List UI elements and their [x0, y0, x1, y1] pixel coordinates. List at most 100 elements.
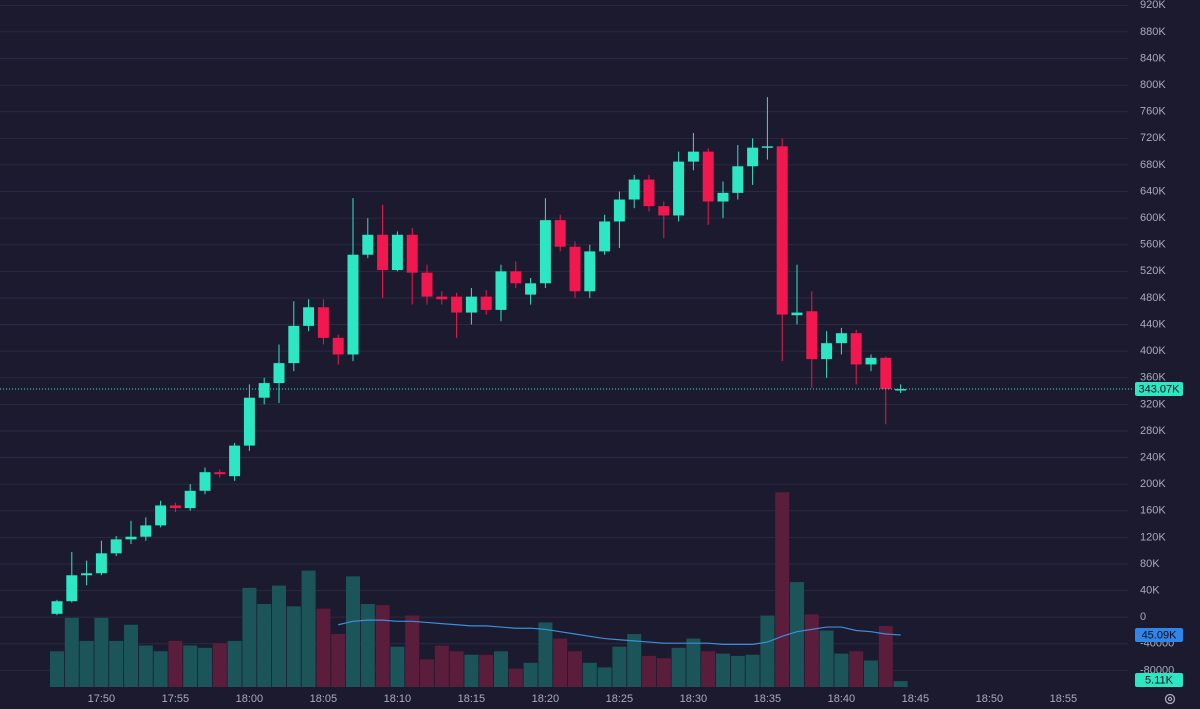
- volume-bar: [893, 681, 908, 687]
- volume-bar: [242, 587, 257, 687]
- candle: [732, 144, 744, 200]
- candle-body: [465, 296, 477, 313]
- x-tick-label: 17:50: [88, 693, 116, 705]
- candle-body: [673, 161, 685, 216]
- candle: [495, 264, 507, 322]
- volume-bar: [138, 645, 153, 687]
- y-tick-label: 800K: [1140, 79, 1166, 91]
- candle: [125, 520, 137, 545]
- candle-body: [421, 272, 433, 297]
- candle-body: [791, 312, 803, 316]
- candle-body: [850, 333, 862, 365]
- volume-bar: [449, 651, 464, 687]
- candle: [643, 174, 655, 212]
- settings-icon[interactable]: [1164, 693, 1176, 705]
- candle-body: [554, 220, 566, 247]
- candle-body: [895, 389, 907, 391]
- candle: [569, 241, 581, 298]
- candle: [362, 218, 374, 259]
- volume-bar: [286, 606, 301, 687]
- candle-body: [806, 311, 818, 360]
- candle: [465, 287, 477, 325]
- candle: [584, 244, 596, 298]
- candle-body: [229, 445, 241, 477]
- candle-body: [451, 296, 463, 313]
- candle: [880, 356, 892, 425]
- volume-bar: [804, 614, 819, 687]
- volume-bar: [346, 576, 360, 687]
- candle: [258, 377, 270, 405]
- y-tick-label: 720K: [1140, 132, 1166, 144]
- candle: [865, 354, 877, 372]
- candle-body: [525, 283, 537, 295]
- volume-bar: [671, 647, 686, 687]
- volume-bar: [642, 655, 656, 687]
- candle-body: [243, 397, 255, 446]
- candle-body: [66, 575, 78, 602]
- y-tick-label: 280K: [1140, 425, 1166, 437]
- volume-bar: [183, 645, 198, 687]
- candle: [687, 133, 699, 171]
- candle: [199, 467, 211, 495]
- volume-bar: [272, 585, 286, 687]
- candle-body: [495, 271, 507, 310]
- volume-bar: [864, 660, 878, 687]
- y-tick-label: 360K: [1140, 372, 1166, 384]
- y-tick-label: 240K: [1140, 451, 1166, 463]
- x-tick-label: 18:50: [976, 693, 1004, 705]
- y-tick-label: 600K: [1140, 212, 1166, 224]
- x-tick-label: 18:30: [680, 693, 708, 705]
- candle-body: [362, 234, 374, 255]
- candle: [406, 228, 418, 305]
- candle: [451, 292, 463, 338]
- candle: [806, 291, 818, 388]
- candle-body: [880, 357, 892, 390]
- candle-body: [406, 234, 418, 273]
- volume-tag: 5.11K: [1145, 674, 1174, 686]
- candle: [243, 384, 255, 451]
- volume-bar: [301, 570, 316, 687]
- candle-body: [584, 251, 596, 292]
- candle: [510, 261, 522, 288]
- volume-bar: [775, 492, 790, 687]
- x-tick-label: 17:55: [162, 693, 190, 705]
- volume-bars: [50, 492, 908, 687]
- volume-bar: [479, 654, 494, 687]
- y-tick-label: 320K: [1140, 398, 1166, 410]
- volume-bar: [760, 615, 775, 687]
- volume-bar: [716, 653, 730, 687]
- candle: [273, 344, 285, 404]
- volume-bar: [686, 638, 701, 687]
- volume-bar: [227, 640, 242, 687]
- volume-bar: [523, 662, 538, 687]
- candle: [377, 204, 389, 298]
- candle: [155, 500, 167, 528]
- candle: [288, 301, 300, 372]
- volume-bar: [94, 617, 109, 687]
- y-tick-label: 880K: [1140, 26, 1166, 38]
- y-tick-label: 120K: [1140, 531, 1166, 543]
- volume-bar: [834, 653, 849, 687]
- volume-bar: [538, 622, 553, 687]
- candle: [140, 517, 152, 541]
- candle-body: [747, 147, 759, 167]
- candle: [717, 181, 729, 219]
- x-tick-label: 18:25: [606, 693, 634, 705]
- volume-tag-box: [1135, 673, 1183, 687]
- y-tick-label: 40K: [1140, 584, 1160, 596]
- candle: [110, 536, 122, 556]
- candle: [51, 599, 63, 616]
- volume-bar: [420, 659, 434, 687]
- x-tick-label: 18:20: [532, 693, 560, 705]
- candle-body: [510, 271, 522, 284]
- candle-body: [717, 192, 729, 202]
- candle: [599, 214, 611, 255]
- candle: [303, 299, 315, 332]
- x-tick-label: 18:55: [1050, 693, 1078, 705]
- y-tick-label: 920K: [1140, 0, 1166, 11]
- candle: [747, 138, 759, 185]
- candle-body: [140, 525, 152, 537]
- candle-body: [599, 221, 611, 252]
- volume-bar: [375, 605, 390, 687]
